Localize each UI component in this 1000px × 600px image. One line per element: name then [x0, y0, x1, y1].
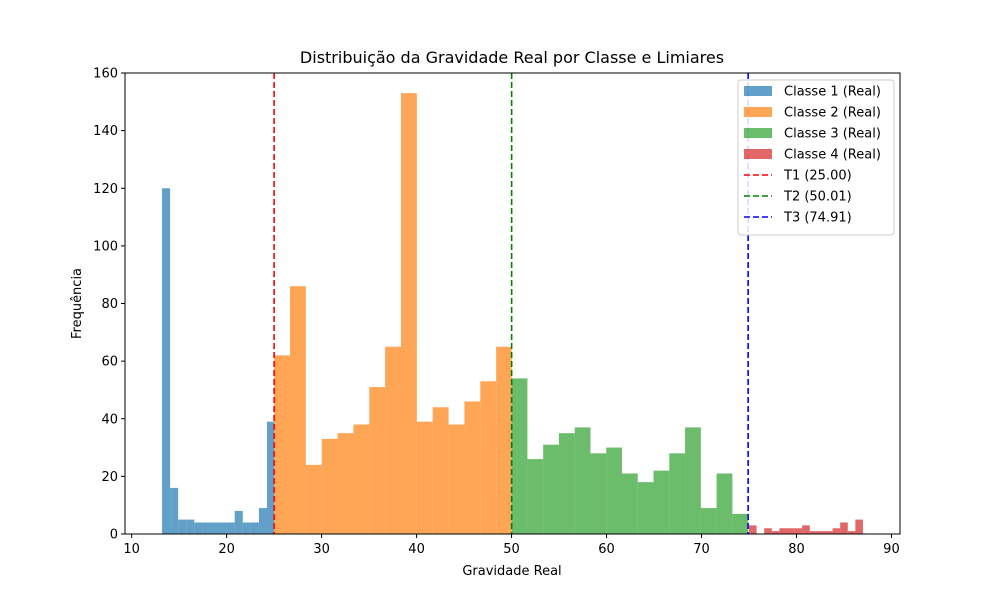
legend-label: Classe 3 (Real): [784, 127, 881, 142]
bar-class2-bin8: [385, 346, 401, 534]
x-axis-ticks: 10 20 30 40 50 60 70 80 90: [123, 534, 900, 557]
y-tick-label: 20: [101, 470, 118, 485]
bar-class4-bin9: [809, 531, 818, 534]
x-tick-label: 70: [693, 542, 710, 557]
bar-class1-bin2: [170, 487, 179, 534]
bar-class1-bin4: [186, 519, 195, 534]
bar-class3-bin4: [558, 433, 575, 534]
legend-label: T1 (25.00): [783, 169, 852, 184]
legend-swatch: [744, 107, 772, 117]
legend-swatch: [744, 128, 772, 138]
legend-label: T2 (50.01): [783, 190, 852, 205]
bar-class3-bin9: [637, 482, 654, 534]
y-tick-label: 0: [110, 528, 118, 543]
bar-class3-bin10: [653, 470, 670, 534]
bar-class3-bin14: [716, 473, 733, 534]
bar-class1-bin9: [226, 522, 235, 534]
bar-class2-bin1: [274, 355, 290, 534]
bar-class4-bin7: [794, 528, 803, 534]
y-tick-label: 160: [93, 67, 118, 82]
y-tick-label: 40: [101, 412, 118, 427]
bar-class3-bin7: [606, 447, 623, 534]
bar-class3-bin11: [669, 453, 686, 534]
bar-class4-bin5: [779, 528, 787, 534]
bar-class2-bin2: [289, 286, 306, 534]
y-tick-label: 80: [101, 297, 118, 312]
bar-class1-bin8: [218, 522, 227, 534]
legend-label: Classe 2 (Real): [784, 106, 881, 121]
bar-class3-bin2: [527, 459, 544, 534]
x-tick-label: 80: [788, 542, 805, 557]
bar-class4-bin14: [847, 531, 856, 534]
bar-class3-bin8: [622, 473, 638, 534]
y-axis-label: Frequência: [70, 268, 85, 339]
bar-class4-bin1: [748, 525, 757, 534]
x-tick-label: 50: [503, 542, 520, 557]
bar-class3-bin1: [511, 378, 528, 534]
chart-title: Distribuição da Gravidade Real por Class…: [300, 48, 724, 67]
bar-class2-bin10: [416, 421, 433, 534]
legend-label: Classe 1 (Real): [784, 85, 881, 100]
bar-class3-bin15: [732, 513, 749, 534]
x-tick-label: 90: [883, 542, 900, 557]
bar-class1-bin1: [162, 188, 171, 534]
x-tick-label: 20: [218, 542, 235, 557]
bar-class1-bin10: [234, 510, 243, 534]
bar-class1-bin5: [194, 522, 203, 534]
y-tick-label: 120: [93, 182, 118, 197]
bar-class4-bin3: [764, 528, 772, 534]
bar-class4-bin15: [855, 519, 863, 534]
bar-class4-bin8: [802, 525, 810, 534]
bar-class4-bin13: [840, 522, 848, 534]
bar-class2-bin11: [432, 407, 449, 534]
bar-class1-bin13: [258, 508, 267, 534]
y-tick-label: 140: [93, 124, 118, 139]
y-tick-label: 100: [93, 239, 118, 254]
bar-class1-bin12: [250, 522, 259, 534]
bar-class2-bin9: [401, 93, 417, 535]
legend-label: Classe 4 (Real): [784, 148, 881, 163]
bar-class2-bin5: [337, 433, 354, 534]
y-tick-label: 60: [101, 355, 118, 370]
legend-swatch: [744, 86, 772, 96]
x-tick-label: 40: [408, 542, 425, 557]
bar-class2-bin7: [369, 387, 386, 534]
legend-box: [737, 79, 895, 236]
bar-class2-bin4: [321, 438, 338, 534]
bar-class3-bin12: [685, 427, 701, 534]
bar-class1-bin11: [242, 522, 251, 534]
legend-label: T3 (74.91): [783, 211, 852, 226]
bar-class2-bin6: [353, 424, 370, 534]
bar-class2-bin15: [496, 346, 512, 534]
x-tick-label: 60: [598, 542, 615, 557]
bar-class1-bin3: [178, 519, 187, 534]
bar-class4-bin12: [832, 528, 841, 534]
bar-class2-bin13: [464, 401, 481, 534]
bar-class4-bin10: [817, 531, 825, 534]
bar-class4-bin6: [786, 528, 795, 534]
bar-class4-bin11: [824, 531, 833, 534]
bar-class3-bin13: [700, 508, 717, 534]
bar-class3-bin5: [574, 427, 591, 534]
x-axis-label: Gravidade Real: [462, 564, 561, 579]
x-tick-label: 30: [313, 542, 330, 557]
bar-class1-bin6: [202, 522, 211, 534]
legend-swatch: [744, 149, 772, 159]
bar-class4-bin4: [771, 531, 780, 534]
legend: Classe 1 (Real) Classe 2 (Real) Classe 3 (…: [737, 79, 895, 236]
bar-class2-bin12: [448, 424, 465, 534]
bar-class1-bin14: [266, 421, 275, 534]
bar-class2-bin3: [305, 464, 322, 534]
bar-class1-bin7: [210, 522, 219, 534]
bar-class2-bin14: [480, 381, 497, 534]
bars-layer: [162, 93, 863, 535]
bar-class3-bin6: [590, 453, 607, 534]
x-tick-label: 10: [123, 542, 140, 557]
bar-class3-bin3: [543, 444, 559, 534]
y-axis-ticks: 0 20 40 60 80 100 120 140 160: [93, 67, 125, 543]
